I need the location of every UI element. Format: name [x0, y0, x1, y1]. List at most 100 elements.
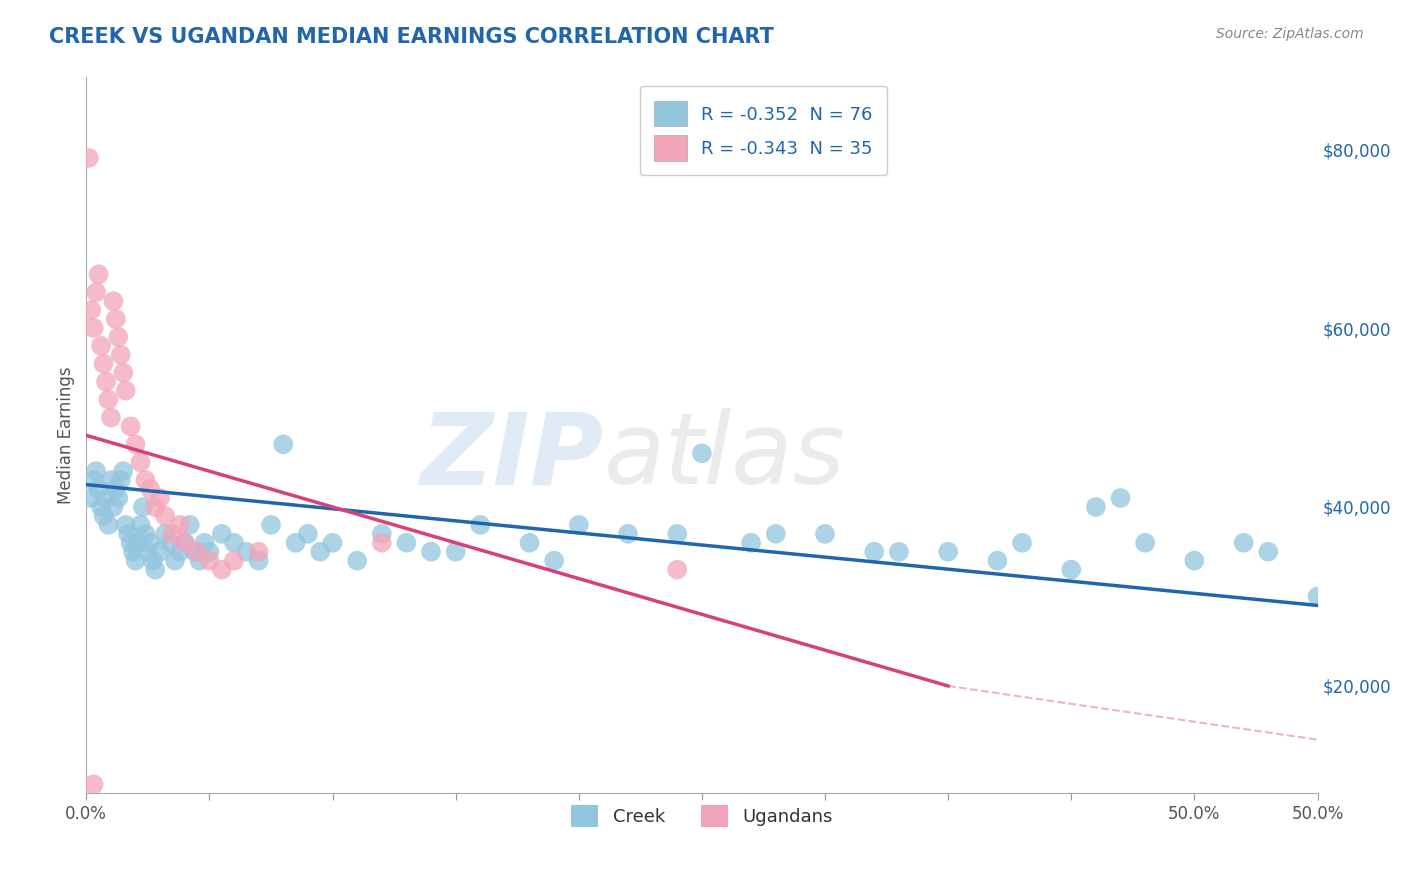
Point: [114, 517, 136, 532]
Point: [139, 482, 162, 496]
Point: [198, 554, 221, 568]
Point: [112, 464, 135, 478]
Point: [188, 554, 211, 568]
Point: [107, 330, 129, 344]
Point: [127, 535, 149, 549]
Point: [93, 508, 115, 523]
Point: [260, 517, 283, 532]
Point: [543, 554, 565, 568]
Legend: Creek, Ugandans: Creek, Ugandans: [564, 798, 839, 834]
Point: [120, 419, 142, 434]
Point: [222, 535, 245, 549]
Point: [193, 535, 215, 549]
Point: [162, 526, 184, 541]
Point: [1233, 535, 1256, 549]
Point: [309, 545, 332, 559]
Point: [887, 545, 910, 559]
Point: [94, 375, 117, 389]
Point: [519, 535, 541, 549]
Point: [84, 285, 107, 300]
Point: [83, 473, 105, 487]
Point: [84, 464, 107, 478]
Point: [395, 535, 418, 549]
Point: [346, 554, 368, 568]
Point: [666, 563, 689, 577]
Point: [169, 517, 191, 532]
Point: [222, 554, 245, 568]
Point: [371, 535, 394, 549]
Point: [271, 437, 294, 451]
Point: [690, 446, 713, 460]
Point: [1084, 500, 1107, 514]
Point: [142, 554, 165, 568]
Point: [143, 563, 166, 577]
Text: Source: ZipAtlas.com: Source: ZipAtlas.com: [1216, 27, 1364, 41]
Point: [814, 526, 837, 541]
Point: [247, 554, 270, 568]
Point: [114, 384, 136, 398]
Point: [211, 563, 233, 577]
Point: [322, 535, 344, 549]
Y-axis label: Median Earnings: Median Earnings: [58, 367, 75, 504]
Point: [129, 517, 152, 532]
Point: [134, 526, 156, 541]
Point: [666, 526, 689, 541]
Point: [80, 491, 103, 505]
Point: [183, 545, 205, 559]
Point: [740, 535, 762, 549]
Point: [83, 777, 105, 791]
Point: [153, 526, 176, 541]
Point: [103, 294, 125, 309]
Point: [173, 535, 195, 549]
Text: CREEK VS UGANDAN MEDIAN EARNINGS CORRELATION CHART: CREEK VS UGANDAN MEDIAN EARNINGS CORRELA…: [49, 27, 775, 46]
Point: [83, 321, 105, 335]
Point: [129, 455, 152, 469]
Point: [863, 545, 886, 559]
Point: [87, 268, 110, 282]
Point: [80, 303, 103, 318]
Point: [97, 392, 120, 407]
Point: [97, 517, 120, 532]
Point: [371, 526, 394, 541]
Point: [765, 526, 787, 541]
Point: [93, 357, 115, 371]
Point: [1011, 535, 1033, 549]
Point: [169, 545, 191, 559]
Point: [120, 535, 142, 549]
Point: [100, 473, 122, 487]
Point: [77, 151, 100, 165]
Point: [235, 545, 257, 559]
Point: [444, 545, 467, 559]
Point: [211, 526, 233, 541]
Point: [986, 554, 1008, 568]
Point: [117, 526, 139, 541]
Point: [122, 545, 145, 559]
Text: atlas: atlas: [603, 409, 845, 506]
Point: [87, 482, 110, 496]
Point: [173, 535, 195, 549]
Point: [179, 517, 201, 532]
Point: [124, 554, 146, 568]
Point: [936, 545, 959, 559]
Point: [124, 437, 146, 451]
Point: [136, 545, 159, 559]
Point: [139, 535, 162, 549]
Point: [110, 348, 132, 362]
Point: [90, 339, 112, 353]
Point: [103, 500, 125, 514]
Point: [568, 517, 591, 532]
Point: [1109, 491, 1132, 505]
Point: [110, 473, 132, 487]
Point: [159, 535, 181, 549]
Point: [100, 410, 122, 425]
Point: [186, 545, 208, 559]
Point: [617, 526, 640, 541]
Point: [107, 491, 129, 505]
Point: [134, 473, 156, 487]
Point: [163, 554, 186, 568]
Point: [284, 535, 307, 549]
Point: [1257, 545, 1279, 559]
Point: [1060, 563, 1083, 577]
Point: [132, 500, 155, 514]
Text: ZIP: ZIP: [420, 409, 603, 506]
